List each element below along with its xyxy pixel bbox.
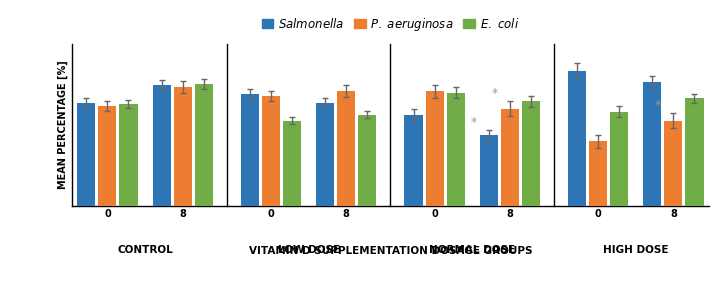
Bar	[119, 104, 137, 206]
Text: HIGH DOSE: HIGH DOSE	[603, 245, 669, 255]
Bar	[316, 103, 334, 206]
Legend: $Salmonella$, $P.\ aeruginosa$, $E.\ coli$: $Salmonella$, $P.\ aeruginosa$, $E.\ col…	[260, 14, 521, 34]
Text: *: *	[655, 99, 662, 112]
Y-axis label: MEAN PERCENTAGE [%]: MEAN PERCENTAGE [%]	[58, 61, 68, 189]
X-axis label: VITAMIN D SUPPLEMENTATION DOSAGE GROUPS: VITAMIN D SUPPLEMENTATION DOSAGE GROUPS	[249, 246, 532, 256]
Bar	[589, 141, 607, 206]
Bar	[153, 85, 171, 206]
Bar	[337, 91, 355, 206]
Bar	[262, 96, 280, 206]
Bar	[426, 91, 444, 206]
Text: NORMAL DOSE: NORMAL DOSE	[429, 245, 515, 255]
Bar	[404, 115, 422, 206]
Bar	[194, 84, 213, 206]
Bar	[447, 93, 465, 206]
Bar	[241, 94, 259, 206]
Text: LOW DOSE: LOW DOSE	[278, 245, 340, 255]
Bar	[174, 87, 192, 206]
Bar	[480, 135, 498, 206]
Bar	[98, 106, 116, 206]
Text: CONTROL: CONTROL	[117, 245, 173, 255]
Bar	[522, 101, 540, 206]
Bar	[610, 112, 628, 206]
Bar	[501, 109, 519, 206]
Bar	[643, 82, 662, 206]
Text: *: *	[492, 87, 497, 100]
Bar	[77, 103, 95, 206]
Bar	[664, 121, 683, 206]
Bar	[359, 115, 377, 206]
Bar	[568, 71, 586, 206]
Text: *: *	[470, 116, 476, 129]
Bar	[283, 121, 301, 206]
Bar	[685, 98, 703, 206]
